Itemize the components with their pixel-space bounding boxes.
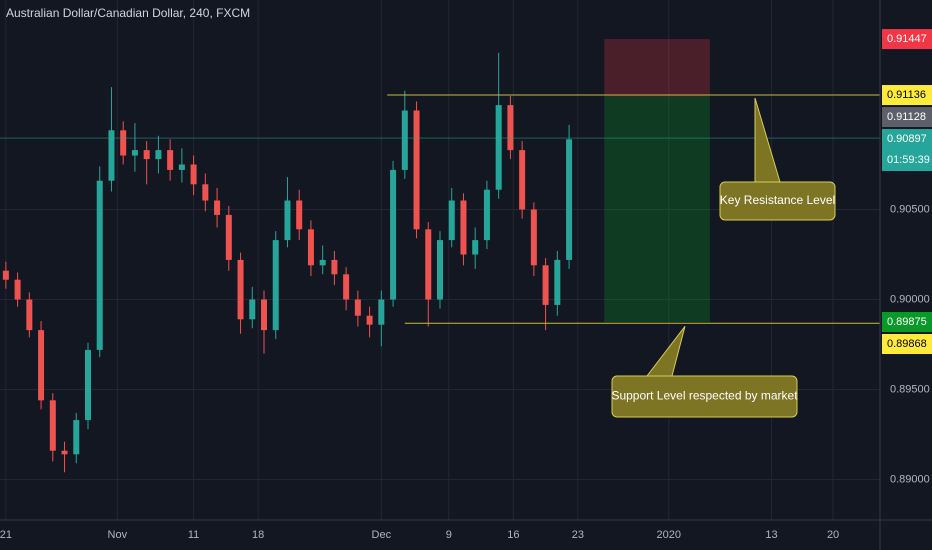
candle-body [483,189,490,241]
x-tick-label: 16 [507,529,519,541]
stop-zone [604,39,710,97]
candle-body [425,229,432,300]
price-tag-label: 0.89868 [887,338,927,350]
candle-body [190,164,197,185]
x-tick-label: 23 [572,529,584,541]
x-tick-label: 9 [446,529,452,541]
candle-body [542,265,549,305]
x-tick-label: 21 [0,529,12,541]
candle-body [261,299,267,331]
x-tick-label: Nov [108,529,128,541]
candle-body [73,420,80,455]
price-tag-label: 0.89875 [887,316,927,328]
price-tag [882,312,932,333]
chart-title: Australian Dollar/Canadian Dollar, 240, … [6,6,250,20]
candle-body [390,169,397,300]
candle-body [96,180,103,350]
candle-body [49,400,56,451]
candle-body [296,200,303,230]
candle-body [472,240,479,255]
candle-body [366,315,373,325]
candle-body [507,105,514,151]
candle-body [413,110,420,230]
candle-body [249,299,256,320]
candle-body [354,299,361,316]
target-zone [604,96,710,323]
x-tick-label: 18 [252,529,264,541]
y-tick-label: 0.89000 [890,473,930,485]
candle-body [225,214,232,260]
candle-body [214,200,221,215]
candle-body [378,299,385,325]
candle-body [167,150,174,170]
price-tag [882,107,932,128]
price-tag [882,334,932,355]
candle-body [61,450,68,455]
candle-body [202,184,209,201]
candle-body [284,200,291,241]
price-tag-label: 0.91447 [887,33,927,45]
candle-body [26,299,33,331]
price-tag-label: 0.90897 [887,133,927,145]
price-tag [882,129,932,172]
candle-body [460,200,467,255]
y-tick-label: 0.89500 [890,383,930,395]
candle-body [319,259,326,266]
price-tag [882,29,932,50]
candle-body [331,259,338,275]
price-tag-label: 0.91128 [887,111,926,123]
candle-body [120,130,127,156]
x-tick-label: 2020 [657,529,681,541]
x-tick-label: 13 [765,529,777,541]
y-tick-label: 0.90500 [890,203,930,215]
price-tag [882,85,932,106]
callout-box [719,181,836,221]
y-tick-label: 0.90000 [890,293,930,305]
price-tag-label: 0.91136 [887,89,926,101]
x-tick-label: Dec [372,529,392,541]
candle-body [530,209,537,266]
x-tick-label: 11 [188,529,199,541]
callout-text: Support Level respected by market [611,389,798,403]
callout-text: Key Resistance Level [720,193,835,207]
candle-body [143,150,150,160]
candle-body [85,349,91,421]
candle-body [343,274,350,300]
candle-body [519,150,526,210]
candle-body [2,270,9,280]
candle-body [108,130,115,181]
candle-body [14,279,21,300]
candle-body [495,105,502,190]
candle-body [237,259,244,320]
candle-body [155,150,162,160]
countdown: 01:59:39 [887,154,930,166]
candle-body [554,259,561,305]
candle-body [272,240,279,331]
candle-body [38,330,45,401]
candle-body [401,110,408,170]
candle-body [566,139,573,260]
candle-body [178,164,185,170]
candle-body [131,150,138,156]
x-tick-label: 20 [827,529,839,541]
callout-box [611,375,798,418]
candle-body [448,200,455,241]
candle-body [307,229,314,266]
candle-body [437,240,443,300]
